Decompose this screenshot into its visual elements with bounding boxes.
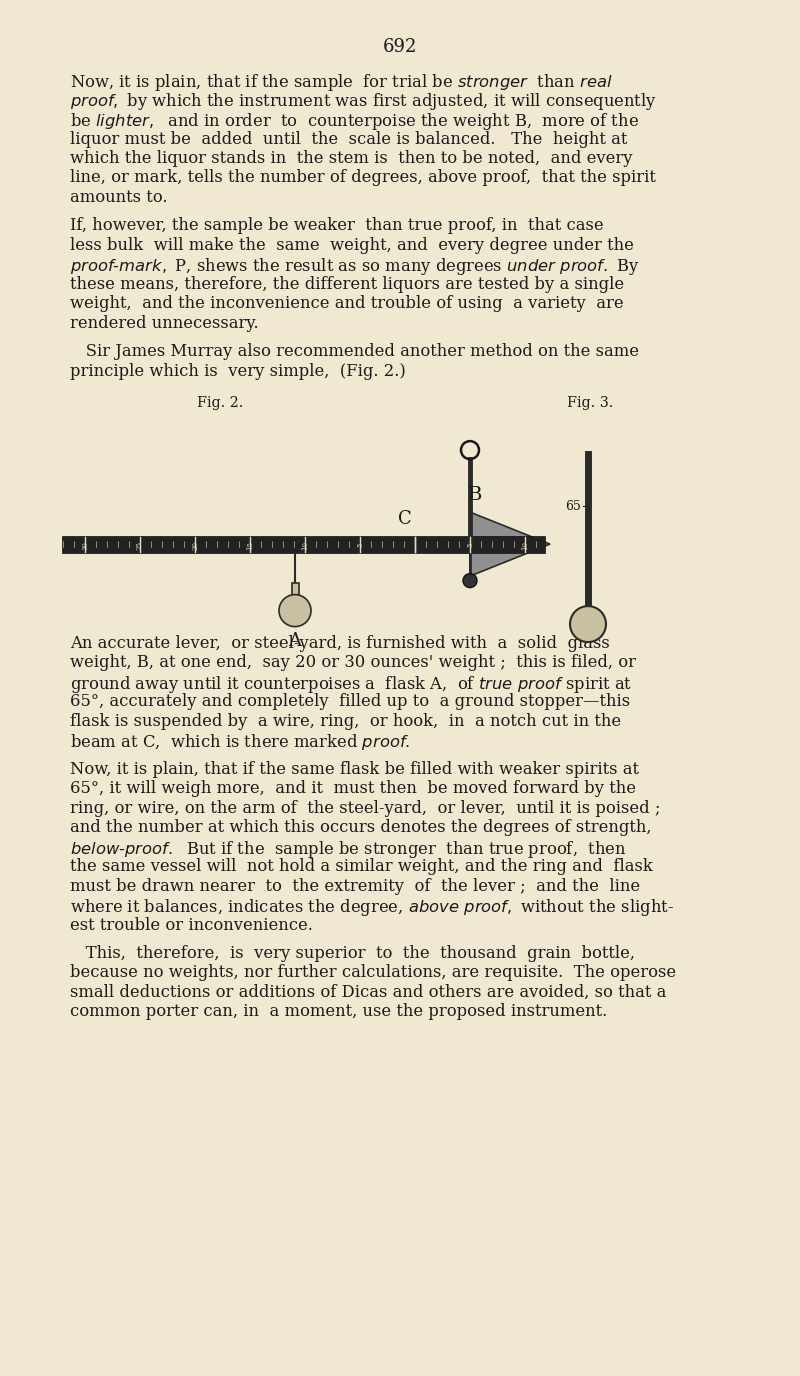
Text: B: B [468,486,482,504]
Text: must be drawn nearer  to  the extremity  of  the lever ;  and the  line: must be drawn nearer to the extremity of… [70,878,640,894]
Text: 10: 10 [521,541,529,549]
Text: A: A [289,632,302,649]
Text: 692: 692 [383,39,417,56]
Text: common porter can, in  a moment, use the proposed instrument.: common porter can, in a moment, use the … [70,1003,607,1021]
Text: small deductions or additions of Dicas and others are avoided, so that a: small deductions or additions of Dicas a… [70,984,666,1000]
Text: 65: 65 [565,499,581,513]
Text: 65°, accurately and completely  filled up to  a ground stopper—this: 65°, accurately and completely filled up… [70,694,630,710]
Text: the same vessel will  not hold a similar weight, and the ring and  flask: the same vessel will not hold a similar … [70,859,653,875]
Text: If, however, the sample be weaker  than true proof, in  that case: If, however, the sample be weaker than t… [70,217,604,234]
Text: 30: 30 [81,541,89,549]
Text: ground away until it counterpoises a  flask A,  of $\mathit{true\ proof}$ spirit: ground away until it counterpoises a fla… [70,674,632,695]
Bar [291,582,298,594]
Text: $\mathit{proof,}$ by which the instrument was first adjusted, it will consequent: $\mathit{proof,}$ by which the instrumen… [70,91,657,113]
Text: 20: 20 [191,541,199,549]
Text: Sir James Murray also recommended another method on the same: Sir James Murray also recommended anothe… [70,343,639,361]
Text: where it balances, indicates the degree, $\mathit{above\ proof,}$ without the sl: where it balances, indicates the degree,… [70,897,674,918]
Text: amounts to.: amounts to. [70,189,167,206]
Circle shape [570,605,606,643]
Text: C: C [398,509,412,527]
Text: Fig. 2.: Fig. 2. [197,396,243,410]
Text: weight,  and the inconvenience and trouble of using  a variety  are: weight, and the inconvenience and troubl… [70,296,624,312]
Text: 25: 25 [136,541,144,549]
Text: be $\mathit{lighter,}$  and in order  to  counterpoise the weight B,  more of th: be $\mathit{lighter,}$ and in order to c… [70,111,639,132]
Text: which the liquor stands in  the stem is  then to be noted,  and every: which the liquor stands in the stem is t… [70,150,633,166]
Text: less bulk  will make the  same  weight, and  every degree under the: less bulk will make the same weight, and… [70,237,634,253]
Text: 5: 5 [466,544,474,548]
Text: principle which is  very simple,  (Fig. 2.): principle which is very simple, (Fig. 2.… [70,362,406,380]
Text: liquor must be  added  until  the  scale is balanced.   The  height at: liquor must be added until the scale is … [70,131,627,147]
Text: 65°, it will weigh more,  and it  must then  be moved forward by the: 65°, it will weigh more, and it must the… [70,780,636,797]
Circle shape [279,594,311,626]
Text: An accurate lever,  or steel-yard, is furnished with  a  solid  glass: An accurate lever, or steel-yard, is fur… [70,634,610,652]
Text: because no weights, nor further calculations, are requisite.  The operose: because no weights, nor further calculat… [70,965,676,981]
Text: $\mathit{below\text{-}proof.}$  But if the  sample be stronger  than true proof,: $\mathit{below\text{-}proof.}$ But if th… [70,839,626,860]
Text: $\mathit{proof\text{-}mark,}$ P, shews the result as so many degrees $\mathit{un: $\mathit{proof\text{-}mark,}$ P, shews t… [70,256,639,278]
Text: 10: 10 [301,541,309,549]
Text: rendered unnecessary.: rendered unnecessary. [70,315,258,332]
Text: 5: 5 [356,544,364,548]
Text: ring, or wire, on the arm of  the steel-yard,  or lever,  until it is poised ;: ring, or wire, on the arm of the steel-y… [70,799,660,817]
Text: line, or mark, tells the number of degrees, above proof,  that the spirit: line, or mark, tells the number of degre… [70,169,656,187]
Text: beam at C,  which is there marked $\mathit{proof.}$: beam at C, which is there marked $\mathi… [70,732,410,753]
Text: Now, it is plain, that if the sample  for trial be $\mathit{stronger}$  than $\m: Now, it is plain, that if the sample for… [70,72,613,94]
Text: Now, it is plain, that if the same flask be filled with weaker spirits at: Now, it is plain, that if the same flask… [70,761,639,777]
Circle shape [463,574,477,588]
Text: flask is suspended by  a wire, ring,  or hook,  in  a notch cut in the: flask is suspended by a wire, ring, or h… [70,713,621,729]
Text: This,  therefore,  is  very superior  to  the  thousand  grain  bottle,: This, therefore, is very superior to the… [70,945,635,962]
Text: est trouble or inconvenience.: est trouble or inconvenience. [70,916,313,934]
Text: weight, B, at one end,  say 20 or 30 ounces' weight ;  this is filed, or: weight, B, at one end, say 20 or 30 ounc… [70,655,636,671]
Text: these means, therefore, the different liquors are tested by a single: these means, therefore, the different li… [70,275,624,293]
Bar [62,535,545,553]
Text: 15: 15 [246,541,254,549]
Text: and the number at which this occurs denotes the degrees of strength,: and the number at which this occurs deno… [70,819,651,837]
Polygon shape [470,512,550,577]
Text: Fig. 3.: Fig. 3. [567,396,613,410]
